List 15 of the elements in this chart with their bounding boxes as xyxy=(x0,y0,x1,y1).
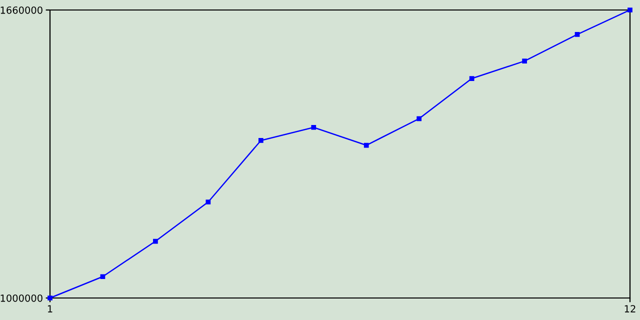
y-tick-label: 1660000 xyxy=(0,6,42,14)
point xyxy=(574,32,580,37)
point xyxy=(522,58,527,64)
x-tick-label: 1 xyxy=(48,305,52,312)
point xyxy=(153,238,158,244)
point xyxy=(258,138,264,143)
point xyxy=(311,124,316,130)
point xyxy=(206,200,211,204)
x-tick-label: 12 xyxy=(624,305,636,312)
point xyxy=(100,274,106,280)
point xyxy=(364,142,369,148)
y-tick-label: 1000000 xyxy=(0,294,42,302)
point xyxy=(469,76,474,81)
point xyxy=(628,8,632,12)
point xyxy=(416,116,422,122)
